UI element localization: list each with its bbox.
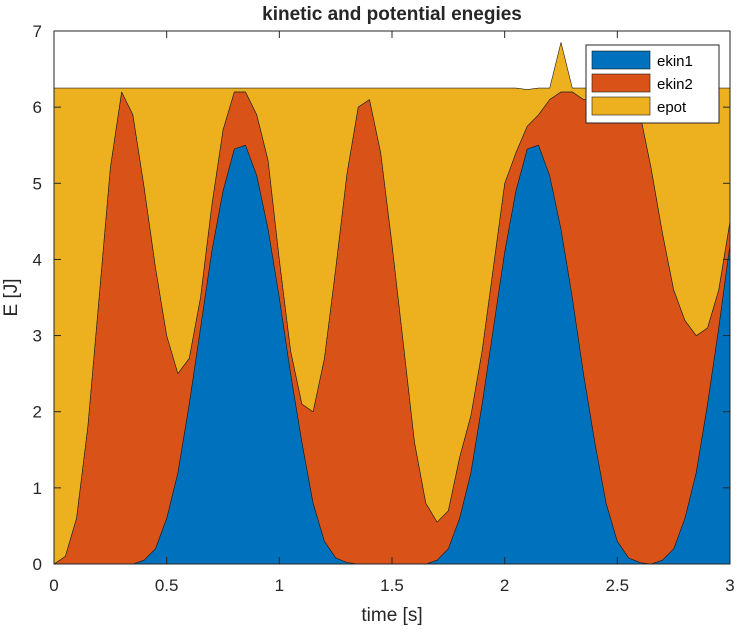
legend-label-ekin2: ekin2 (657, 76, 693, 93)
x-axis-label: time [s] (361, 605, 422, 626)
y-tick-label: 0 (33, 555, 42, 574)
y-tick-label: 2 (33, 403, 42, 422)
legend: ekin1 ekin2 epot (585, 44, 720, 124)
y-tick-label: 4 (33, 250, 42, 269)
x-tick-label: 0.5 (155, 576, 179, 595)
y-tick-label: 3 (33, 327, 42, 346)
y-tick-label: 6 (33, 98, 42, 117)
y-tick-label: 1 (33, 479, 42, 498)
chart-title: kinetic and potential enegies (262, 4, 522, 25)
legend-label-epot: epot (657, 99, 687, 116)
x-tick-label: 1 (275, 576, 284, 595)
x-tick-label: 2.5 (606, 576, 630, 595)
ticks-group: 0 0.5 1 1.5 2 2.5 3 0 1 2 3 4 5 6 7 (33, 22, 735, 595)
legend-swatch-epot (591, 96, 651, 116)
x-tick-label: 0 (49, 576, 58, 595)
y-axis-label: E [J] (1, 278, 22, 316)
x-tick-label: 2 (500, 576, 509, 595)
y-tick-label: 7 (33, 22, 42, 41)
legend-swatch-ekin1 (591, 50, 651, 70)
legend-swatch-ekin2 (591, 73, 651, 93)
y-tick-label: 5 (33, 174, 42, 193)
x-tick-label: 1.5 (380, 576, 404, 595)
legend-label-ekin1: ekin1 (657, 53, 693, 70)
x-tick-label: 3 (725, 576, 734, 595)
